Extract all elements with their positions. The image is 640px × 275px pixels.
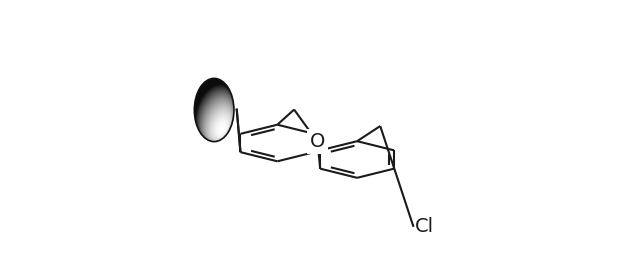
Text: Cl: Cl <box>415 217 434 236</box>
Text: O: O <box>310 132 325 151</box>
